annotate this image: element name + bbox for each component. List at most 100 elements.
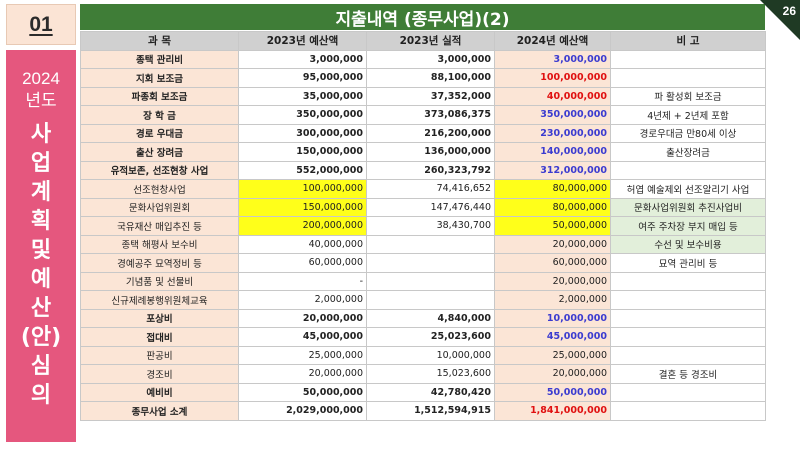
cell-actual-2023: 3,000,000 xyxy=(366,49,495,69)
cell-budget-2023: 35,000,000 xyxy=(238,86,367,106)
cell-actual-2023: 15,023,600 xyxy=(366,364,495,384)
side-vertical-char: 의 xyxy=(30,383,52,408)
cell-budget-2023: - xyxy=(238,271,367,291)
cell-budget-2024: 25,000,000 xyxy=(494,345,611,365)
side-year: 2024 xyxy=(22,69,60,88)
table-row: 종택 해평사 보수비 40,000,000 20,000,000 수선 및 보수비용 xyxy=(80,234,766,254)
cell-budget-2024: 312,000,000 xyxy=(494,160,611,180)
cell-note: 경로우대금 만80세 이상 xyxy=(610,123,766,143)
table-row: 포상비 20,000,000 4,840,000 10,000,000 xyxy=(80,308,766,328)
page-title: 지출내역 (종무사업)(2) xyxy=(335,9,510,30)
cell-actual-2023: 216,200,000 xyxy=(366,123,495,143)
side-vertical-char: 예 xyxy=(30,267,52,292)
table-row: 문화사업위원회 150,000,000 147,476,440 80,000,000 문… xyxy=(80,197,766,217)
cell-actual-2023 xyxy=(366,234,495,254)
cell-actual-2023: 4,840,000 xyxy=(366,308,495,328)
row-category: 경조비 xyxy=(80,364,239,384)
cell-budget-2023: 300,000,000 xyxy=(238,123,367,143)
side-panel: 2024 년도 사 업 계 획 및 예 산 (안) 심 의 xyxy=(6,50,76,442)
cell-budget-2023: 50,000,000 xyxy=(238,382,367,402)
row-category: 판공비 xyxy=(80,345,239,365)
cell-budget-2024: 20,000,000 xyxy=(494,364,611,384)
cell-budget-2024: 45,000,000 xyxy=(494,327,611,347)
cell-budget-2023: 150,000,000 xyxy=(238,142,367,162)
corner-ribbon xyxy=(760,0,800,40)
table-row: 출산 장려금 150,000,000 136,000,000 140,000,000 출… xyxy=(80,142,766,162)
section-number-box: 01 xyxy=(6,4,76,45)
table-row: 장 학 금 350,000,000 373,086,375 350,000,000 4년… xyxy=(80,105,766,125)
cell-note xyxy=(610,345,766,365)
cell-budget-2024: 40,000,000 xyxy=(494,86,611,106)
cell-budget-2023: 2,000,000 xyxy=(238,290,367,310)
row-category: 예비비 xyxy=(80,382,239,402)
row-category: 경예공주 묘역정비 등 xyxy=(80,253,239,273)
cell-budget-2024: 2,000,000 xyxy=(494,290,611,310)
row-category: 문화사업위원회 xyxy=(80,197,239,217)
cell-budget-2024: 230,000,000 xyxy=(494,123,611,143)
cell-note xyxy=(610,68,766,88)
cell-budget-2023: 60,000,000 xyxy=(238,253,367,273)
cell-budget-2024: 80,000,000 xyxy=(494,179,611,199)
cell-budget-2024: 20,000,000 xyxy=(494,234,611,254)
cell-note: 4년제 + 2년제 포함 xyxy=(610,105,766,125)
cell-actual-2023 xyxy=(366,253,495,273)
cell-budget-2024: 100,000,000 xyxy=(494,68,611,88)
cell-budget-2024: 10,000,000 xyxy=(494,308,611,328)
side-vertical-text: 사 업 계 획 및 예 산 (안) 심 의 xyxy=(21,120,61,410)
table-row: 경예공주 묘역정비 등 60,000,000 60,000,000 묘역 관리비 등 xyxy=(80,253,766,273)
cell-note xyxy=(610,327,766,347)
cell-budget-2023: 20,000,000 xyxy=(238,364,367,384)
cell-note: 묘역 관리비 등 xyxy=(610,253,766,273)
cell-budget-2023: 100,000,000 xyxy=(238,179,367,199)
cell-note xyxy=(610,290,766,310)
row-category: 기념품 및 선물비 xyxy=(80,271,239,291)
side-vertical-char: 심 xyxy=(30,354,52,379)
table-row: 지회 보조금 95,000,000 88,100,000 100,000,000 xyxy=(80,68,766,88)
cell-actual-2023: 38,430,700 xyxy=(366,216,495,236)
side-vertical-char: 및 xyxy=(30,238,52,263)
header-category: 과 목 xyxy=(80,31,239,51)
table-row: 예비비 50,000,000 42,780,420 50,000,000 xyxy=(80,382,766,402)
cell-note xyxy=(610,401,766,421)
row-category: 출산 장려금 xyxy=(80,142,239,162)
row-category: 포상비 xyxy=(80,308,239,328)
cell-budget-2023: 45,000,000 xyxy=(238,327,367,347)
header-actual-2023: 2023년 실적 xyxy=(366,31,495,51)
side-vertical-char: 계 xyxy=(30,180,52,205)
header-row: 과 목 2023년 예산액 2023년 실적 2024년 예산액 비 고 xyxy=(80,31,766,51)
side-vertical-char: 사 xyxy=(30,122,52,147)
row-category: 지회 보조금 xyxy=(80,68,239,88)
cell-note xyxy=(610,160,766,180)
cell-budget-2024: 50,000,000 xyxy=(494,382,611,402)
cell-budget-2024: 50,000,000 xyxy=(494,216,611,236)
cell-actual-2023: 25,023,600 xyxy=(366,327,495,347)
header-budget-2024: 2024년 예산액 xyxy=(494,31,611,51)
expense-table: 과 목 2023년 예산액 2023년 실적 2024년 예산액 비 고 종택 … xyxy=(80,31,766,421)
row-category: 유적보존, 선조현창 사업 xyxy=(80,160,239,180)
cell-actual-2023: 260,323,792 xyxy=(366,160,495,180)
row-category: 선조현창사업 xyxy=(80,179,239,199)
cell-note: 허엽 예술제외 선조알리기 사업 xyxy=(610,179,766,199)
cell-budget-2023: 40,000,000 xyxy=(238,234,367,254)
side-sub: 년도 xyxy=(25,91,57,111)
title-bar: 지출내역 (종무사업)(2) xyxy=(80,4,765,30)
cell-note xyxy=(610,49,766,69)
side-vertical-char: 획 xyxy=(30,209,52,234)
cell-actual-2023: 10,000,000 xyxy=(366,345,495,365)
cell-note: 문화사업위원회 추진사업비 xyxy=(610,197,766,217)
subtotal-row: 종무사업 소계 2,029,000,000 1,512,594,915 1,841,0… xyxy=(80,401,766,421)
cell-budget-2023: 350,000,000 xyxy=(238,105,367,125)
side-vertical-char: 산 xyxy=(30,296,52,321)
row-category: 종택 해평사 보수비 xyxy=(80,234,239,254)
table-row: 접대비 45,000,000 25,023,600 45,000,000 xyxy=(80,327,766,347)
row-category: 국유재산 매입추진 등 xyxy=(80,216,239,236)
cell-actual-2023: 42,780,420 xyxy=(366,382,495,402)
cell-budget-2023: 552,000,000 xyxy=(238,160,367,180)
cell-note xyxy=(610,271,766,291)
cell-note: 수선 및 보수비용 xyxy=(610,234,766,254)
table-row: 국유재산 매입추진 등 200,000,000 38,430,700 50,000,0… xyxy=(80,216,766,236)
row-category: 장 학 금 xyxy=(80,105,239,125)
row-category: 파종회 보조금 xyxy=(80,86,239,106)
cell-actual-2023: 37,352,000 xyxy=(366,86,495,106)
cell-budget-2023: 3,000,000 xyxy=(238,49,367,69)
